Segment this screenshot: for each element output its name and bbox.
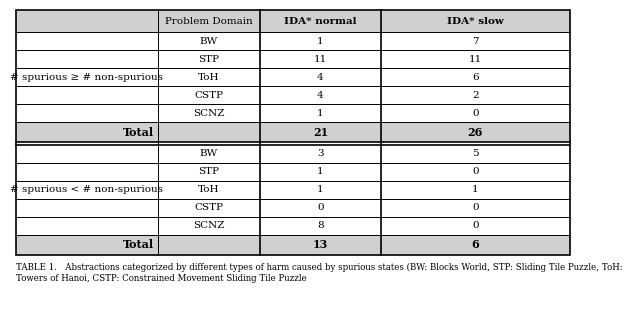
Bar <box>381 68 570 86</box>
Bar <box>381 163 570 181</box>
Text: STP: STP <box>198 168 220 177</box>
Text: 11: 11 <box>314 54 327 63</box>
Bar <box>381 50 570 68</box>
Bar <box>260 122 381 142</box>
Bar <box>381 10 570 32</box>
Bar <box>381 181 570 199</box>
Text: # spurious < # non-spurious: # spurious < # non-spurious <box>10 185 163 194</box>
Bar <box>260 10 381 32</box>
Text: 8: 8 <box>317 221 324 230</box>
Text: 3: 3 <box>317 149 324 158</box>
Text: 1: 1 <box>317 185 324 194</box>
Text: Total: Total <box>123 240 154 250</box>
Text: SCNZ: SCNZ <box>193 221 225 230</box>
Bar <box>17 145 157 235</box>
Text: 26: 26 <box>468 126 483 138</box>
Bar <box>17 10 570 255</box>
Bar <box>157 217 260 235</box>
Bar <box>17 32 157 122</box>
Bar <box>157 199 260 217</box>
Text: BW: BW <box>200 37 218 46</box>
Text: 6: 6 <box>472 73 479 82</box>
Text: 0: 0 <box>317 204 324 213</box>
Bar <box>381 199 570 217</box>
Text: # spurious ≥ # non-spurious: # spurious ≥ # non-spurious <box>10 73 163 82</box>
Bar <box>381 104 570 122</box>
Text: 1: 1 <box>317 109 324 117</box>
Bar <box>260 104 381 122</box>
Bar <box>17 10 260 32</box>
Text: 1: 1 <box>317 168 324 177</box>
Bar <box>157 86 260 104</box>
Bar <box>260 68 381 86</box>
Text: 11: 11 <box>468 54 482 63</box>
Text: CSTP: CSTP <box>195 90 223 100</box>
Bar <box>157 104 260 122</box>
Text: ToH: ToH <box>198 73 220 82</box>
Text: IDA* normal: IDA* normal <box>284 16 356 25</box>
Text: 13: 13 <box>313 240 328 250</box>
Text: 6: 6 <box>472 240 479 250</box>
Bar <box>260 163 381 181</box>
Text: TABLE 1.   Abstractions categorized by different types of harm caused by spuriou: TABLE 1. Abstractions categorized by dif… <box>17 263 623 282</box>
Bar <box>260 86 381 104</box>
Bar <box>381 32 570 50</box>
Text: 1: 1 <box>317 37 324 46</box>
Text: 0: 0 <box>472 168 479 177</box>
Text: 21: 21 <box>313 126 328 138</box>
Text: CSTP: CSTP <box>195 204 223 213</box>
Bar <box>381 122 570 142</box>
Text: 0: 0 <box>472 109 479 117</box>
Bar <box>260 181 381 199</box>
Text: 4: 4 <box>317 90 324 100</box>
Bar <box>157 68 260 86</box>
Text: 1: 1 <box>472 185 479 194</box>
Bar <box>260 145 381 163</box>
Bar <box>260 235 381 255</box>
Bar <box>157 163 260 181</box>
Text: STP: STP <box>198 54 220 63</box>
Text: BW: BW <box>200 149 218 158</box>
Text: 0: 0 <box>472 221 479 230</box>
Bar <box>260 32 381 50</box>
Text: 2: 2 <box>472 90 479 100</box>
Text: 7: 7 <box>472 37 479 46</box>
Text: Problem Domain: Problem Domain <box>165 16 253 25</box>
Bar <box>260 50 381 68</box>
Bar <box>381 217 570 235</box>
Bar <box>381 235 570 255</box>
Text: 0: 0 <box>472 204 479 213</box>
Text: 4: 4 <box>317 73 324 82</box>
Bar <box>157 181 260 199</box>
Text: IDA* slow: IDA* slow <box>447 16 504 25</box>
Bar <box>17 235 260 255</box>
Bar <box>260 217 381 235</box>
Bar <box>157 145 260 163</box>
Bar <box>260 199 381 217</box>
Bar <box>381 86 570 104</box>
Text: 5: 5 <box>472 149 479 158</box>
Text: SCNZ: SCNZ <box>193 109 225 117</box>
Text: Total: Total <box>123 126 154 138</box>
Text: ToH: ToH <box>198 185 220 194</box>
Bar <box>157 50 260 68</box>
Bar <box>381 145 570 163</box>
Bar <box>157 32 260 50</box>
Bar <box>17 122 260 142</box>
